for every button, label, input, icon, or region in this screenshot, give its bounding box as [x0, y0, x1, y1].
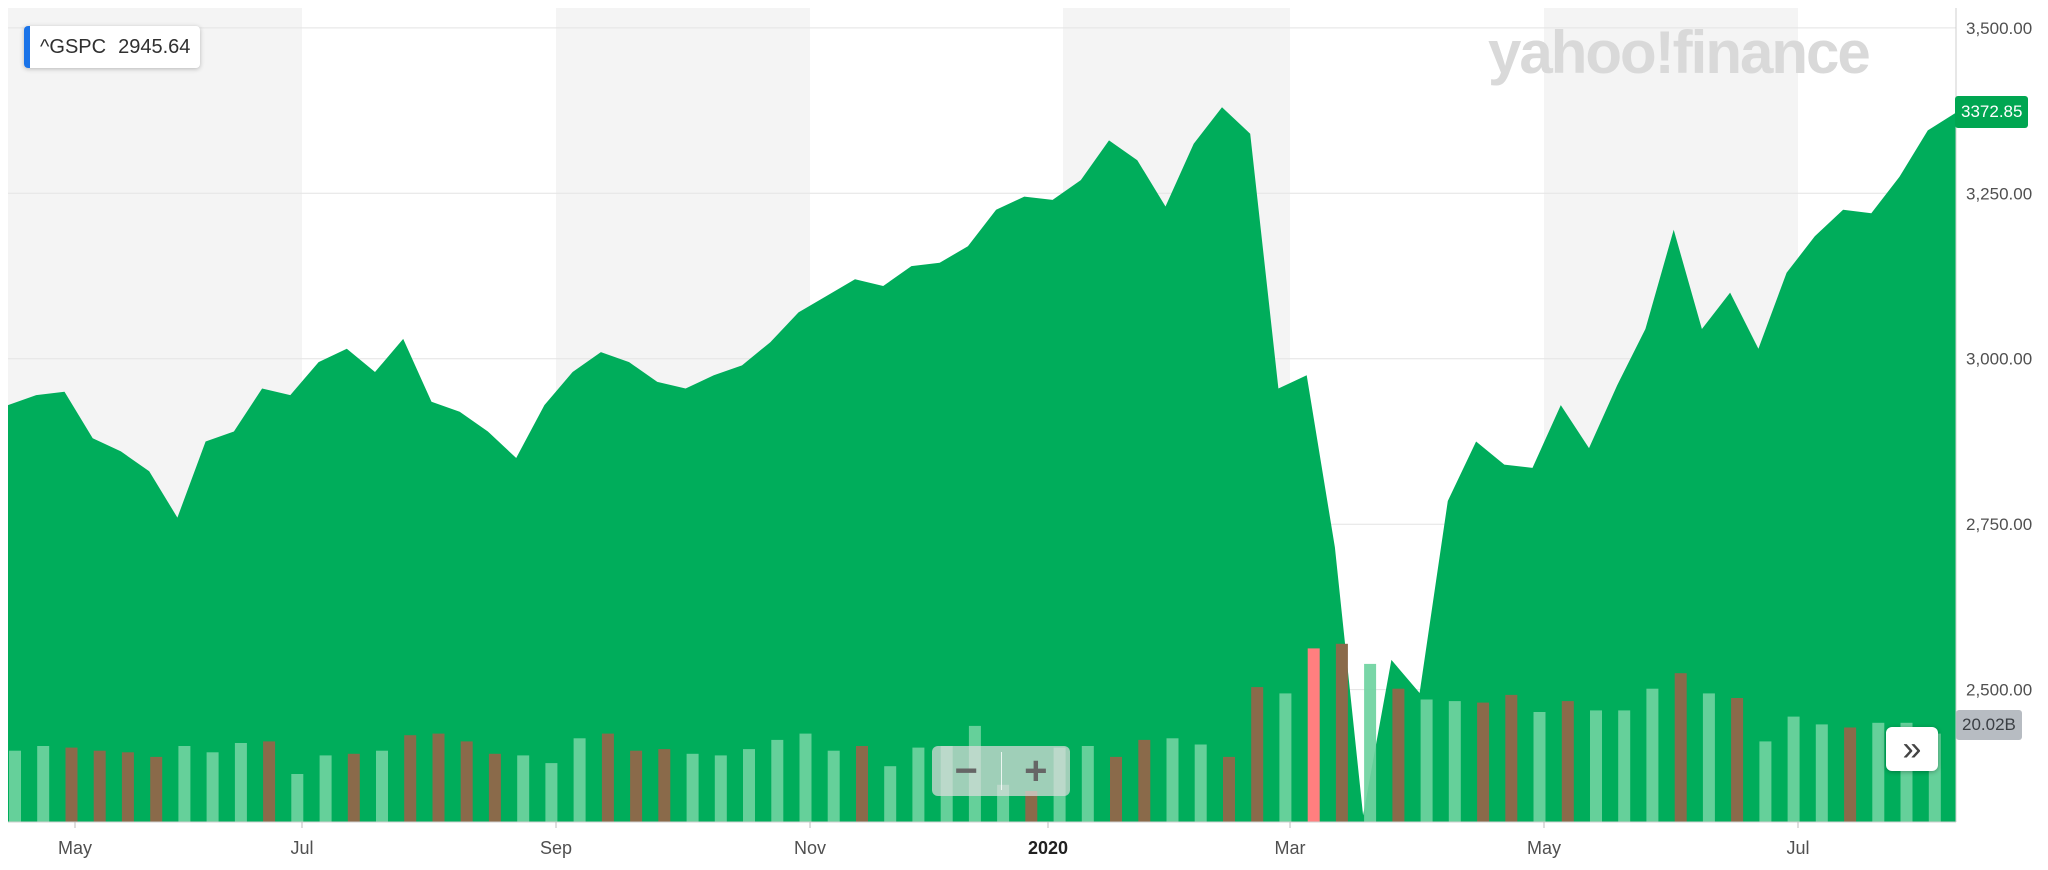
- volume-bar: [658, 749, 671, 822]
- x-tick-label: Jul: [1786, 838, 1809, 858]
- volume-bar: [743, 749, 755, 822]
- volume-bar: [347, 753, 360, 822]
- zoom-divider: [1000, 752, 1002, 790]
- volume-bar: [827, 750, 840, 822]
- volume-bar: [263, 741, 276, 822]
- volume-bar: [1251, 687, 1264, 822]
- volume-bar: [121, 752, 134, 823]
- volume-bar: [1364, 663, 1377, 822]
- volume-bar: [686, 753, 699, 822]
- volume-bar: [1702, 693, 1715, 823]
- volume-bar: [517, 755, 530, 822]
- volume-bar: [1505, 694, 1518, 822]
- volume-bar: [234, 743, 247, 822]
- volume-bar: [1025, 791, 1038, 822]
- volume-bar: [37, 746, 50, 822]
- volume-bar: [150, 756, 163, 822]
- volume-bar: [460, 741, 473, 822]
- volume-bar: [1081, 746, 1094, 822]
- volume-bar: [771, 739, 784, 822]
- volume-bar: [1194, 744, 1207, 822]
- volume-bar: [291, 774, 304, 823]
- volume-bar: [1477, 702, 1490, 822]
- volume-bar: [1731, 698, 1744, 822]
- y-tick-label: 2,500.00: [1966, 681, 2032, 700]
- volume-bar: [912, 747, 925, 822]
- volume-bar: [1166, 738, 1179, 822]
- volume-bar: [432, 733, 445, 822]
- volume-bar: [1335, 643, 1348, 823]
- last-price-badge: 3372.85: [1955, 96, 2029, 128]
- volume-bar: [206, 752, 219, 823]
- volume-bar: [1223, 756, 1235, 822]
- volume-bar: [1618, 710, 1631, 822]
- volume-bar: [1420, 699, 1433, 822]
- x-tick-label: Mar: [1275, 838, 1306, 858]
- volume-bar: [545, 763, 558, 822]
- volume-bar: [1533, 712, 1546, 822]
- y-tick-label: 3,250.00: [1966, 184, 2032, 203]
- volume-bar: [799, 733, 812, 822]
- volume-bar: [1872, 722, 1885, 822]
- volume-bar: [1787, 716, 1800, 822]
- volume-bar: [404, 735, 417, 822]
- volume-bar: [93, 750, 106, 822]
- volume-bar: [1307, 648, 1320, 822]
- volume-bar: [1138, 739, 1151, 822]
- volume-bar: [856, 746, 868, 822]
- volume-bar: [1110, 756, 1122, 822]
- volume-bar: [1844, 727, 1857, 822]
- volume-bar: [1561, 701, 1574, 822]
- symbol-legend[interactable]: ^GSPC 2945.64: [24, 26, 201, 68]
- zoom-control: − +: [932, 746, 1070, 796]
- scroll-to-latest-button[interactable]: »: [1886, 727, 1938, 771]
- volume-bar: [1279, 693, 1292, 823]
- legend-symbol: ^GSPC: [40, 35, 107, 58]
- legend-value: 2945.64: [118, 35, 191, 58]
- legend-color-swatch: [24, 26, 30, 68]
- volume-bar: [376, 750, 388, 822]
- volume-bar: [65, 747, 78, 822]
- y-tick-label: 2,750.00: [1966, 515, 2032, 534]
- x-tick-label: 2020: [1028, 838, 1068, 858]
- yahoo-finance-logo: yahoo!finance: [1488, 19, 1871, 86]
- price-area: [8, 107, 1956, 823]
- volume-bar: [630, 750, 643, 822]
- volume-bar: [1590, 710, 1602, 822]
- volume-bar: [1759, 741, 1772, 822]
- volume-bar: [714, 755, 727, 822]
- y-tick-label: 3,500.00: [1966, 19, 2032, 38]
- volume-bar: [573, 738, 586, 822]
- volume-bar: [601, 733, 614, 822]
- volume-bar: [1392, 688, 1405, 822]
- x-tick-label: Jul: [290, 838, 313, 858]
- volume-bar: [1674, 673, 1687, 822]
- volume-bar: [9, 750, 21, 822]
- zoom-out-button[interactable]: −: [954, 748, 978, 793]
- volume-badge: 20.02B: [1956, 710, 2022, 740]
- x-tick-label: Nov: [794, 838, 826, 858]
- volume-bar: [1815, 724, 1828, 822]
- x-tick-label: May: [1527, 838, 1561, 858]
- zoom-in-button[interactable]: +: [1024, 748, 1048, 793]
- volume-bar: [488, 753, 501, 822]
- x-tick-label: May: [58, 838, 92, 858]
- volume-bar: [178, 746, 191, 822]
- volume-bar: [1646, 688, 1659, 822]
- volume-bar: [319, 755, 332, 822]
- y-tick-label: 3,000.00: [1966, 350, 2032, 369]
- volume-bar: [1448, 701, 1461, 822]
- volume-bar: [884, 766, 897, 822]
- x-tick-label: Sep: [540, 838, 572, 858]
